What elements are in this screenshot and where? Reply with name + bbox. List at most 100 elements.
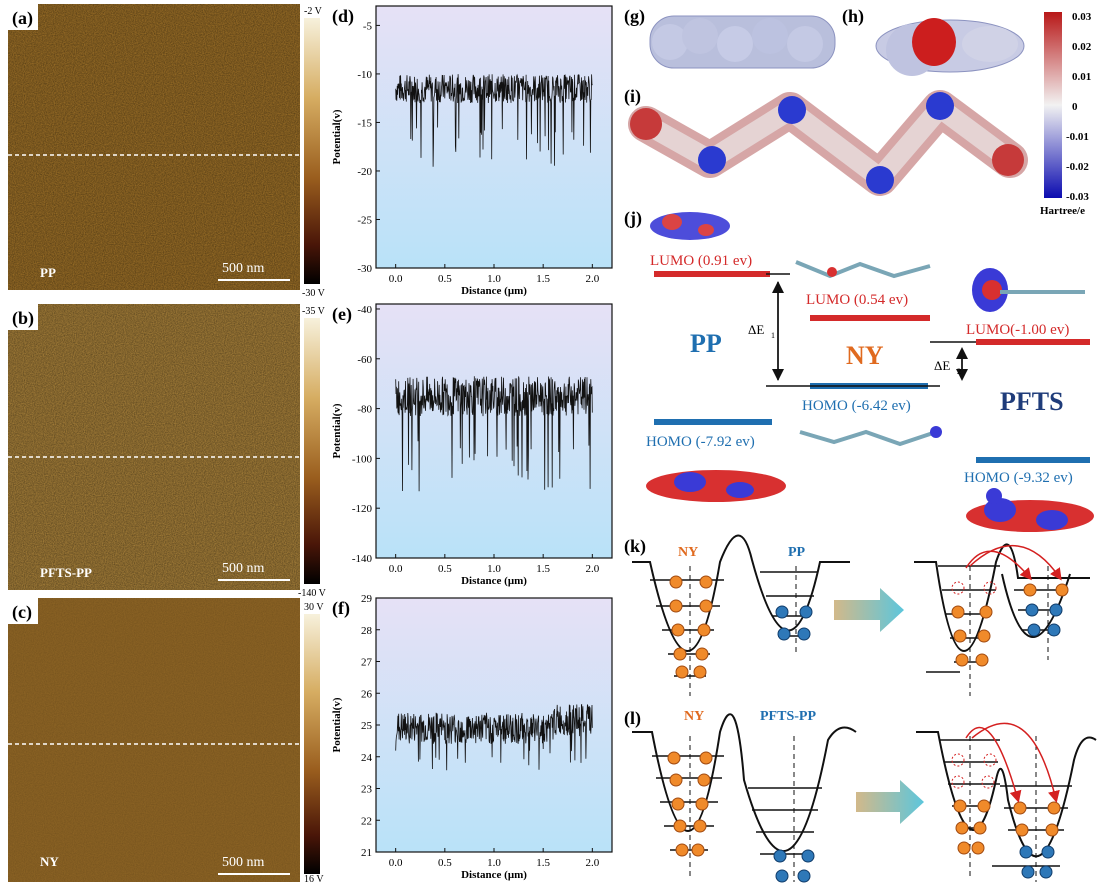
y-axis-label: Potential(v) bbox=[331, 109, 343, 164]
sample-name-c: NY bbox=[40, 854, 59, 869]
panel-label-b: (b) bbox=[12, 308, 34, 329]
afm-panel-a: (a) PP 500 nm -2 V -30 V bbox=[8, 4, 326, 299]
afm-panel-c: (c) NY 500 nm 30 V 16 V bbox=[8, 598, 324, 884]
x-axis-label: Distance (μm) bbox=[461, 575, 527, 587]
x-tick-label: 2.0 bbox=[585, 563, 599, 575]
afm-panel-b: (b) PFTS-PP 500 nm -35 V -140 V bbox=[8, 304, 327, 599]
series-line bbox=[395, 703, 593, 771]
svg-text:2: 2 bbox=[957, 367, 961, 376]
series-line bbox=[395, 376, 593, 492]
svg-text:NY: NY bbox=[678, 545, 698, 560]
colorbar-bottom-b: -140 V bbox=[298, 588, 327, 599]
chart-e: (e) -40 -60 -80 -100 -120 -140 0.0 0.5 1.0 1.5 2.0 D… bbox=[331, 303, 613, 587]
svg-text:NY: NY bbox=[684, 709, 704, 724]
svg-text:0.03: 0.03 bbox=[1072, 11, 1092, 23]
y-tick-label: 23 bbox=[361, 784, 373, 796]
x-tick-label: 1.5 bbox=[536, 273, 550, 285]
sample-name-a: PP bbox=[40, 265, 56, 280]
pp-homo-label: HOMO (-7.92 ev) bbox=[646, 434, 755, 450]
svg-text:-0.02: -0.02 bbox=[1066, 161, 1089, 173]
x-tick-label: 2.0 bbox=[585, 273, 599, 285]
svg-text:PFTS-PP: PFTS-PP bbox=[760, 709, 816, 724]
chart-d: (d) -5 -10 -15 -20 -25 -30 0.0 0.5 1.0 1.5 2.0 Dista… bbox=[331, 5, 613, 297]
y-tick-label: -60 bbox=[357, 354, 372, 366]
sample-name-b: PFTS-PP bbox=[40, 565, 92, 580]
colorbar-bottom-c: 16 V bbox=[304, 874, 324, 884]
chart-f: (f) 29 28 27 26 25 24 23 22 21 0.0 0.5 1.0 1.5 2.0 Dist… bbox=[331, 593, 613, 881]
colorbar-top-a: -2 V bbox=[304, 6, 323, 17]
esp-unit: Hartree/e bbox=[1040, 205, 1085, 217]
y-tick-label: 22 bbox=[361, 815, 372, 827]
scale-label-c: 500 nm bbox=[222, 855, 265, 870]
svg-text:0.01: 0.01 bbox=[1072, 71, 1091, 83]
panel-label: (f) bbox=[332, 598, 350, 619]
panel-label-k: (k) bbox=[624, 536, 646, 557]
panel-label-i: (i) bbox=[624, 86, 641, 107]
ny-homo-label: HOMO (-6.42 ev) bbox=[802, 398, 911, 414]
y-tick-label: -20 bbox=[357, 166, 372, 178]
y-tick-label: -30 bbox=[357, 263, 372, 275]
panel-label-a: (a) bbox=[12, 8, 33, 29]
orbital-ny-homo bbox=[799, 426, 942, 447]
ny-lumo-label: LUMO (0.54 ev) bbox=[806, 292, 908, 308]
pfts-name: PFTS bbox=[1000, 387, 1064, 416]
y-tick-label: -10 bbox=[357, 69, 372, 81]
orbital-pp-lumo bbox=[650, 212, 730, 240]
series-line bbox=[395, 73, 593, 167]
pfts-lumo-label: LUMO(-1.00 ev) bbox=[966, 322, 1069, 338]
transfer-arrow-k bbox=[834, 588, 904, 632]
x-tick-label: 0.0 bbox=[389, 857, 403, 869]
y-tick-label: -120 bbox=[352, 503, 373, 515]
svg-text:-0.03: -0.03 bbox=[1066, 191, 1089, 203]
panel-label-j: (j) bbox=[624, 208, 642, 229]
y-tick-label: -25 bbox=[357, 214, 372, 226]
well-diagram-l: (l) NY PFTS-PP bbox=[624, 708, 1097, 883]
y-axis-label: Potential(v) bbox=[331, 697, 343, 752]
x-tick-label: 1.5 bbox=[536, 563, 550, 575]
svg-text:0: 0 bbox=[1072, 101, 1078, 113]
x-tick-label: 1.5 bbox=[536, 857, 550, 869]
y-tick-label: -100 bbox=[352, 453, 373, 465]
pp-name: PP bbox=[690, 329, 722, 358]
molecule-i bbox=[628, 90, 1028, 196]
pp-lumo-label: LUMO (0.91 ev) bbox=[650, 253, 752, 269]
y-tick-label: -15 bbox=[357, 117, 372, 129]
x-tick-label: 1.0 bbox=[487, 273, 501, 285]
colorbar-top-c: 30 V bbox=[304, 602, 324, 613]
plot-area bbox=[375, 303, 613, 559]
svg-text:0.02: 0.02 bbox=[1072, 41, 1092, 53]
panel-label-g: (g) bbox=[624, 6, 645, 27]
panel-label-c: (c) bbox=[12, 602, 32, 623]
y-tick-label: 25 bbox=[361, 720, 373, 732]
x-tick-label: 1.0 bbox=[487, 563, 501, 575]
x-tick-label: 0.5 bbox=[438, 563, 452, 575]
svg-text:1: 1 bbox=[771, 331, 775, 340]
svg-text:-0.01: -0.01 bbox=[1066, 131, 1089, 143]
esp-colorbar bbox=[1044, 12, 1062, 198]
x-tick-label: 0.0 bbox=[389, 273, 403, 285]
plot-area bbox=[375, 5, 613, 269]
y-tick-label: -140 bbox=[352, 553, 373, 565]
y-tick-label: -5 bbox=[363, 20, 373, 32]
colorbar-bottom-a: -30 V bbox=[302, 288, 326, 299]
colorbar-top-b: -35 V bbox=[302, 306, 326, 317]
scale-label-a: 500 nm bbox=[222, 261, 265, 276]
x-tick-label: 0.5 bbox=[438, 857, 452, 869]
ny-name: NY bbox=[846, 341, 884, 370]
y-axis-label: Potential(v) bbox=[331, 403, 343, 458]
orbital-pfts-lumo bbox=[972, 268, 1085, 312]
transfer-arrow-l bbox=[856, 780, 924, 824]
y-tick-label: 21 bbox=[361, 847, 372, 859]
well-diagram-k: (k) NY PP bbox=[624, 534, 1090, 696]
orbital-pp-homo bbox=[646, 470, 786, 502]
x-tick-label: 1.0 bbox=[487, 857, 501, 869]
y-tick-label: 28 bbox=[361, 625, 373, 637]
molecule-h bbox=[875, 18, 1025, 76]
panel-label-h: (h) bbox=[842, 6, 864, 27]
y-tick-label: -40 bbox=[357, 304, 372, 316]
delta-e1: ΔE bbox=[748, 322, 764, 337]
scale-label-b: 500 nm bbox=[222, 561, 265, 576]
energy-diagram: (j) LUMO (0.91 ev) HOMO (-7.92 ev) PP LU… bbox=[624, 208, 1094, 532]
x-tick-label: 2.0 bbox=[585, 857, 599, 869]
x-tick-label: 0.0 bbox=[389, 563, 403, 575]
